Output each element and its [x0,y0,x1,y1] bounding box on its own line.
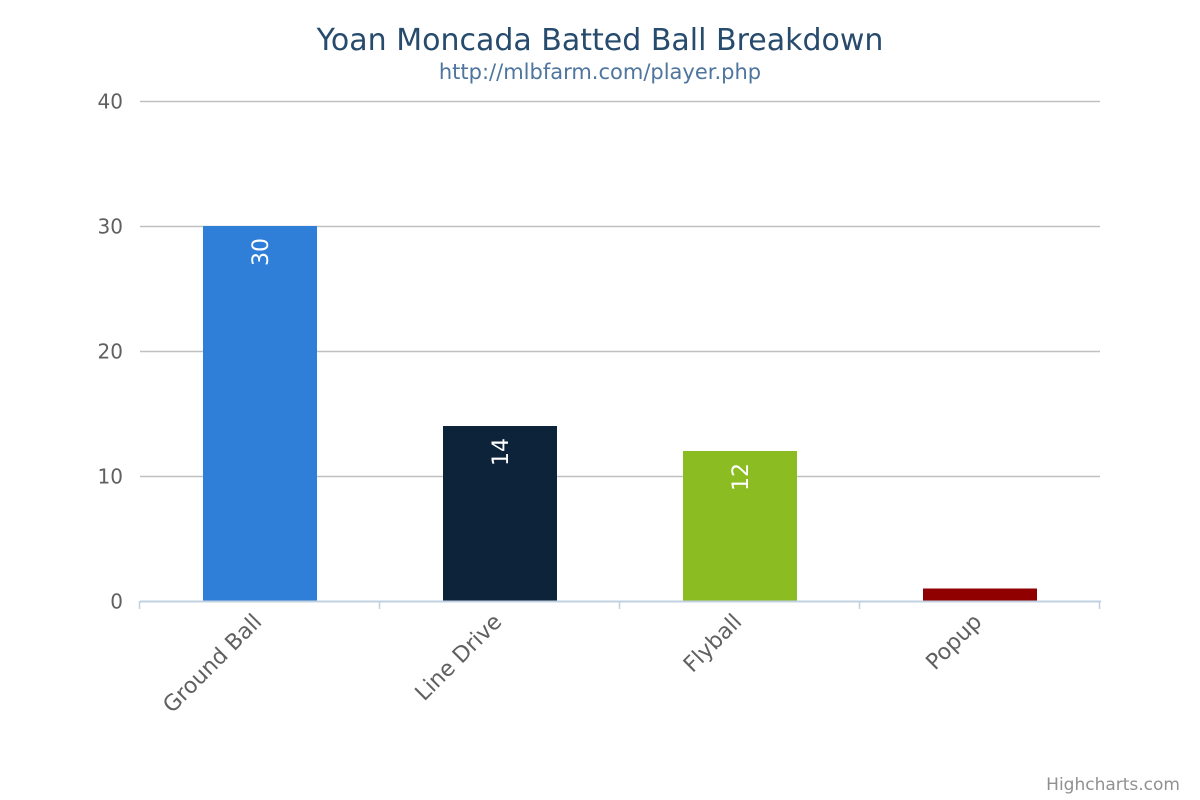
chart-title: Yoan Moncada Batted Ball Breakdown [316,23,884,58]
credits-link[interactable]: Highcharts.com [1046,775,1180,795]
data-label: 14 [489,438,514,466]
data-label: 12 [729,463,754,491]
bar-line-drive [443,426,557,601]
y-tick-label: 10 [98,465,123,489]
x-axis: Ground Ball Line Drive Flyball Popup [138,600,1101,719]
y-axis-ticks: 0 10 20 30 40 [98,90,123,614]
y-tick-label: 30 [98,215,123,239]
x-tick-label: Popup [922,610,988,676]
x-tick-label: Flyball [679,610,747,678]
bar-flyball [683,451,797,601]
y-tick-label: 20 [98,340,123,364]
bar-popup [923,588,1037,601]
x-tick-label: Ground Ball [159,610,268,719]
x-tick-label: Line Drive [411,610,508,707]
bar-ground-ball [203,226,317,601]
bars: 30 14 12 [203,226,1037,601]
y-tick-label: 40 [98,90,123,114]
y-tick-label: 0 [110,590,123,614]
chart-subtitle[interactable]: http://mlbfarm.com/player.php [439,60,761,84]
data-label: 30 [249,238,274,266]
